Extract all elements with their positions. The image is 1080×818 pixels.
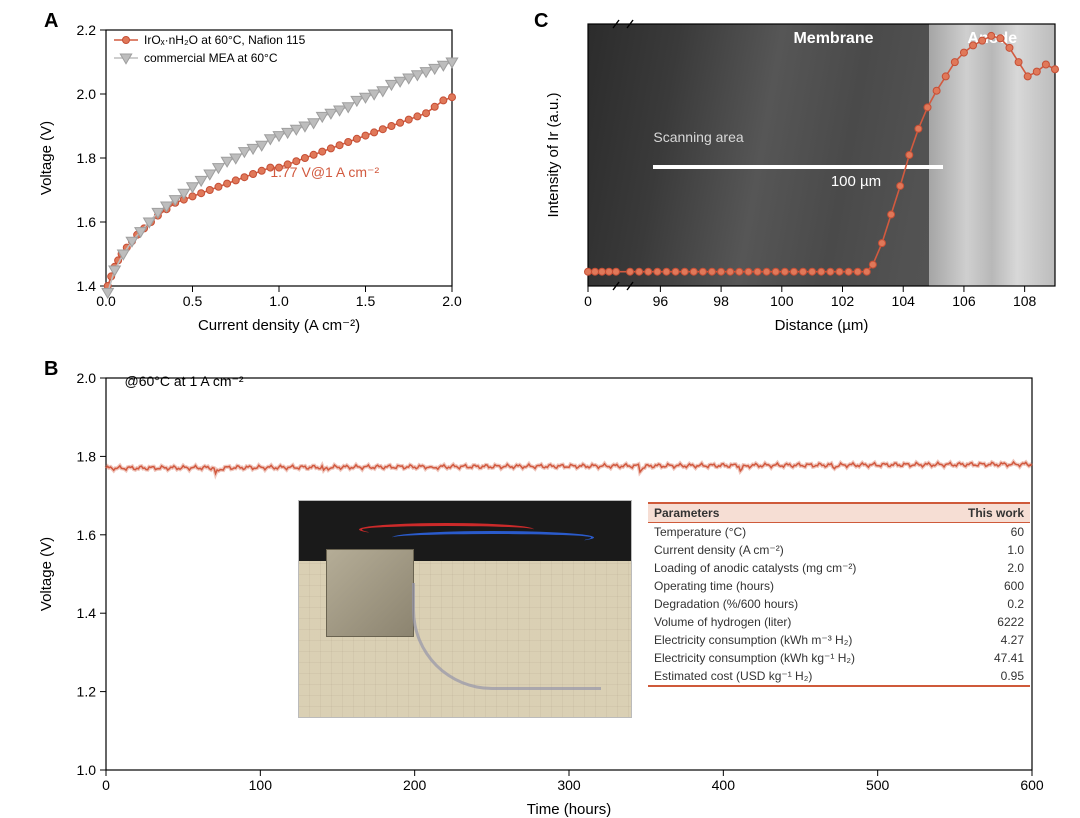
table-row: Current density (A cm⁻²) 1.0 bbox=[648, 541, 1030, 559]
svg-text:100: 100 bbox=[249, 777, 273, 793]
svg-text:500: 500 bbox=[866, 777, 890, 793]
svg-text:100: 100 bbox=[770, 293, 794, 309]
table-cell-param: Current density (A cm⁻²) bbox=[654, 543, 784, 557]
table-row: Estimated cost (USD kg⁻¹ H₂) 0.95 bbox=[648, 667, 1030, 687]
svg-text:0: 0 bbox=[102, 777, 110, 793]
table-cell-value: 4.27 bbox=[1001, 633, 1024, 647]
table-cell-value: 0.2 bbox=[1007, 597, 1024, 611]
svg-text:1.0: 1.0 bbox=[77, 762, 97, 778]
panel-b-annotation: @60°C at 1 A cm⁻² bbox=[125, 373, 244, 389]
svg-text:1.2: 1.2 bbox=[77, 684, 97, 700]
svg-text:300: 300 bbox=[557, 777, 581, 793]
svg-text:200: 200 bbox=[403, 777, 427, 793]
table-cell-param: Electricity consumption (kWh m⁻³ H₂) bbox=[654, 633, 852, 647]
table-cell-value: 6222 bbox=[997, 615, 1024, 629]
svg-text:1.6: 1.6 bbox=[77, 527, 97, 543]
table-cell-param: Volume of hydrogen (liter) bbox=[654, 615, 791, 629]
table-cell-value: 1.0 bbox=[1007, 543, 1024, 557]
svg-text:Voltage (V): Voltage (V) bbox=[38, 537, 55, 611]
table-header-right: This work bbox=[968, 506, 1024, 520]
svg-text:1.8: 1.8 bbox=[77, 448, 97, 464]
svg-text:600: 600 bbox=[1020, 777, 1044, 793]
table-cell-param: Operating time (hours) bbox=[654, 579, 774, 593]
svg-text:96: 96 bbox=[653, 293, 669, 309]
table-row: Operating time (hours) 600 bbox=[648, 577, 1030, 595]
table-cell-param: Estimated cost (USD kg⁻¹ H₂) bbox=[654, 669, 812, 683]
table-cell-value: 47.41 bbox=[994, 651, 1024, 665]
table-cell-param: Degradation (%/600 hours) bbox=[654, 597, 798, 611]
table-cell-value: 60 bbox=[1011, 525, 1024, 539]
table-row: Volume of hydrogen (liter) 6222 bbox=[648, 613, 1030, 631]
table-cell-param: Electricity consumption (kWh kg⁻¹ H₂) bbox=[654, 651, 855, 665]
svg-text:400: 400 bbox=[712, 777, 736, 793]
table-cell-value: 2.0 bbox=[1007, 561, 1024, 575]
svg-text:98: 98 bbox=[713, 293, 729, 309]
svg-text:102: 102 bbox=[831, 293, 855, 309]
table-header-left: Parameters bbox=[654, 506, 719, 520]
parameters-table: Parameters This work Temperature (°C) 60 Cur… bbox=[648, 502, 1030, 687]
svg-text:Distance (µm): Distance (µm) bbox=[775, 317, 869, 334]
table-row: Temperature (°C) 60 bbox=[648, 523, 1030, 541]
table-row: Degradation (%/600 hours) 0.2 bbox=[648, 595, 1030, 613]
table-header: Parameters This work bbox=[648, 502, 1030, 523]
table-cell-param: Temperature (°C) bbox=[654, 525, 746, 539]
svg-text:0: 0 bbox=[584, 293, 592, 309]
table-cell-value: 0.95 bbox=[1001, 669, 1024, 683]
panel-c-chart: 0 96 98 100 102 104 106 108 Distance (µm) Intensi… bbox=[0, 0, 1080, 360]
electrolyzer-photo bbox=[298, 500, 632, 718]
table-row: Loading of anodic catalysts (mg cm⁻²) 2.0 bbox=[648, 559, 1030, 577]
table-row: Electricity consumption (kWh m⁻³ H₂) 4.27 bbox=[648, 631, 1030, 649]
svg-text:1.4: 1.4 bbox=[77, 605, 97, 621]
table-row: Electricity consumption (kWh kg⁻¹ H₂) 47.… bbox=[648, 649, 1030, 667]
table-cell-param: Loading of anodic catalysts (mg cm⁻²) bbox=[654, 561, 856, 575]
svg-text:Time (hours): Time (hours) bbox=[527, 801, 611, 818]
table-cell-value: 600 bbox=[1004, 579, 1024, 593]
svg-text:108: 108 bbox=[1013, 293, 1037, 309]
svg-text:106: 106 bbox=[952, 293, 976, 309]
svg-text:Intensity of Ir (a.u.): Intensity of Ir (a.u.) bbox=[545, 92, 562, 217]
svg-text:104: 104 bbox=[892, 293, 916, 309]
svg-text:2.0: 2.0 bbox=[77, 370, 97, 386]
